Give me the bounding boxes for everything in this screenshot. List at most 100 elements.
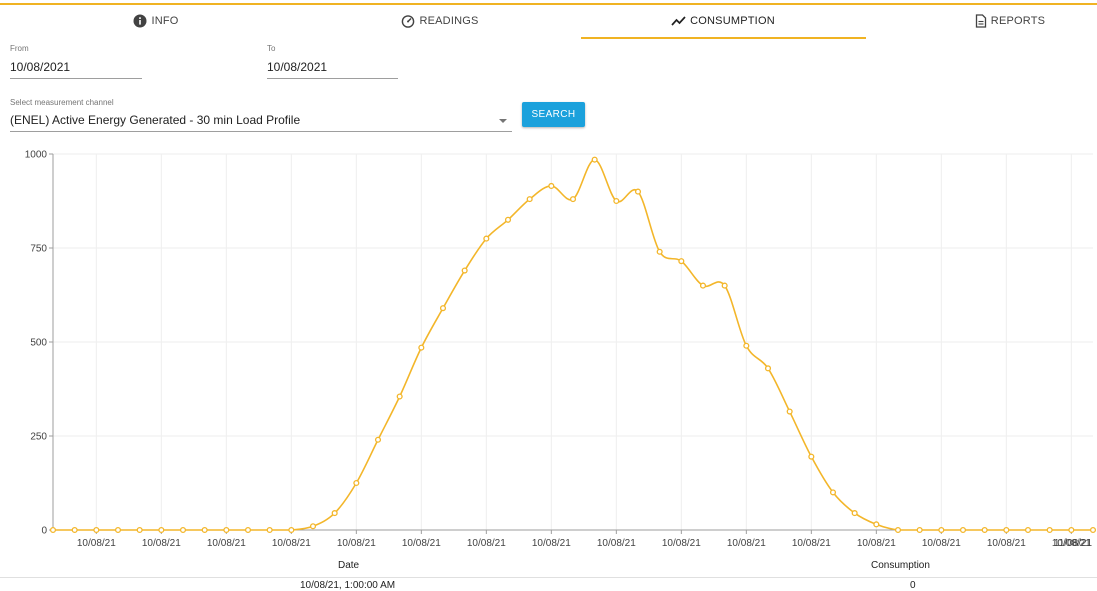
data-point [678,258,685,265]
data-point [894,526,902,534]
table-cell-consumption: 0 [910,580,916,591]
x-tick-label: 10/08/21 [77,538,116,549]
x-tick-label: 10/08/21 [662,538,701,549]
data-point [309,523,317,530]
data-point [786,408,793,415]
data-point [916,526,923,534]
data-point [353,479,360,487]
data-point [201,526,208,534]
tab-readings-label: READINGS [419,15,479,27]
y-tick-label: 500 [30,338,47,349]
data-point [938,526,945,534]
data-point [959,526,967,534]
data-point [461,267,468,274]
data-point [483,235,490,242]
from-date-input[interactable]: 10/08/2021 [10,60,142,79]
data-point [1003,526,1010,534]
data-point [808,453,815,460]
data-point [829,489,837,496]
data-point [49,526,57,534]
x-tick-label: 10/08/21 [1052,538,1091,549]
tab-info[interactable]: INFO [86,5,226,37]
data-point [743,342,750,349]
tab-reports[interactable]: REPORTS [940,5,1080,37]
from-label: From [10,44,29,53]
x-tick-label: 10/08/21 [922,538,961,549]
data-point [266,526,273,534]
x-tick-label: 10/08/21 [272,538,311,549]
data-point [504,216,512,223]
channel-label: Select measurement channel [10,98,114,107]
x-tick-label: 10/08/21 [142,538,181,549]
data-point [613,197,620,205]
data-point [374,436,382,443]
data-point [223,526,230,534]
data-point [548,182,555,190]
search-button[interactable]: SEARCH [522,102,585,127]
data-point [1068,526,1075,534]
channel-select[interactable]: (ENEL) Active Energy Generated - 30 min … [10,113,512,132]
data-point [244,526,252,534]
data-point [179,526,187,534]
data-point [158,526,165,534]
data-point [114,526,122,534]
tab-bar: INFO READINGS CONSUMPTION REPORTS [0,5,1097,39]
data-point [873,521,880,528]
data-point [569,196,577,203]
info-icon [133,14,147,28]
data-point [136,526,143,534]
to-date-input[interactable]: 10/08/2021 [267,60,398,79]
document-icon [975,14,987,28]
table-cell-date: 10/08/21, 1:00:00 AM [300,580,396,591]
table-header-date: Date [338,560,360,571]
y-tick-label: 1000 [25,150,48,161]
x-tick-label: 10/08/21 [532,538,571,549]
x-tick-label: 10/08/21 [207,538,246,549]
consumption-series-line [53,158,1093,531]
consumption-chart: 0 250 500 750 1000 10/08/21 10/08/21 10/08/21 10… [25,150,1097,549]
tab-consumption-label: CONSUMPTION [690,15,775,27]
tab-consumption[interactable]: CONSUMPTION [653,5,793,37]
x-tick-label: 10/08/21 [792,538,831,549]
data-point [396,393,403,400]
data-point [634,188,642,195]
active-tab-indicator [581,37,866,39]
data-point [981,526,988,534]
table-header-consumption: Consumption [871,560,930,571]
tab-info-label: INFO [151,15,179,27]
tab-reports-label: REPORTS [990,15,1046,27]
data-point [851,510,858,517]
data-point [418,344,425,351]
data-point [656,248,663,255]
data-point [699,282,707,289]
x-tick-label: 10/08/21 [857,538,896,549]
data-point [1089,526,1097,534]
x-tick-label: 10/08/21 [402,538,441,549]
y-tick-label: 250 [30,432,47,443]
data-point [764,365,772,372]
data-point [1046,526,1053,534]
table-divider [0,577,1097,578]
top-accent-line [0,3,1097,5]
data-point [71,526,78,534]
x-tick-label: 11/08/21 [1054,538,1093,549]
to-label: To [267,44,276,53]
data-point [288,526,295,534]
data-point [331,510,338,517]
x-tick-label: 10/08/21 [727,538,766,549]
data-point [439,305,447,312]
x-tick-label: 10/08/21 [337,538,376,549]
y-tick-label: 0 [41,526,47,537]
x-tick-label: 10/08/21 [467,538,506,549]
y-tick-label: 750 [30,244,47,255]
data-point [721,282,728,289]
speedometer-icon [401,14,415,28]
data-point [93,526,100,534]
tab-readings[interactable]: READINGS [370,5,510,37]
x-tick-label: 10/08/21 [987,538,1026,549]
data-point [526,196,533,203]
trend-icon [671,15,686,27]
chevron-down-icon[interactable] [499,119,507,123]
data-point [591,156,598,163]
data-point [1024,526,1032,534]
